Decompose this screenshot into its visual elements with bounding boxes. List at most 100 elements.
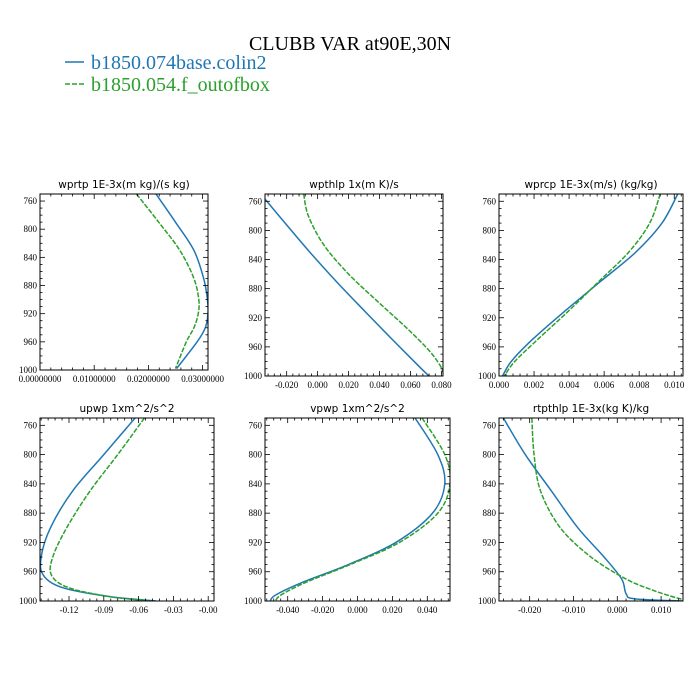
x-tick-label: 0.004: [559, 380, 580, 390]
panel-2: wprcp 1E-3x(m/s) (kg/kg) 760 800 840 880 920 9…: [478, 179, 685, 390]
y-tick-label: 960: [249, 342, 263, 352]
x-tick-label: -0.00: [199, 605, 218, 615]
axis-frame: [39, 193, 209, 371]
panel-title: upwp 1xm^2/s^2: [80, 403, 175, 415]
legend-label-base: b1850.074base.colin2: [91, 52, 267, 74]
y-tick-label: 800: [24, 224, 38, 234]
x-tick-label: 0.080: [431, 380, 452, 390]
panel-3: upwp 1xm^2/s^2 760 800 840 880 920 960 1000 -0.1…: [19, 403, 218, 615]
series-line-base: [269, 418, 446, 601]
series-line-outofbox: [135, 194, 200, 369]
y-tick-label: 840: [24, 252, 38, 262]
x-tick-label: 0.002: [524, 380, 544, 390]
y-tick-label: 800: [483, 225, 497, 235]
y-tick-label: 1000: [19, 365, 38, 375]
series-line-base: [501, 194, 679, 376]
panel-title: wpthlp 1x(m K)/s: [309, 179, 399, 191]
x-tick-label: 0.010: [664, 380, 685, 390]
y-tick-label: 920: [24, 537, 38, 547]
x-tick-label: 0.000: [607, 605, 628, 615]
y-tick-label: 960: [249, 567, 263, 577]
y-tick-label: 760: [483, 196, 497, 206]
y-tick-label: 1000: [244, 371, 263, 381]
x-tick-label: 0.010: [651, 605, 672, 615]
x-tick-label: -0.010: [562, 605, 586, 615]
x-tick-label: 0.020: [382, 605, 403, 615]
figure-title: CLUBB VAR at90E,30N: [249, 33, 451, 55]
panel-1: wpthlp 1x(m K)/s 760 800 840 880 920 960 1000 -0…: [244, 179, 452, 390]
y-tick-label: 920: [483, 537, 497, 547]
y-tick-label: 920: [483, 313, 497, 323]
x-tick-label: -0.06: [129, 605, 148, 615]
y-tick-label: 760: [249, 196, 263, 206]
panel-4: vpwp 1xm^2/s^2 760 800 840 880 920 960 1000 -0.0…: [244, 403, 451, 615]
y-tick-label: 800: [249, 225, 263, 235]
x-tick-label: 0.040: [369, 380, 390, 390]
x-tick-label: 0.01000000: [73, 374, 116, 384]
y-tick-label: 1000: [19, 596, 38, 606]
series-line-base: [40, 418, 157, 601]
x-tick-label: 0.000: [308, 380, 329, 390]
y-tick-label: 760: [24, 196, 38, 206]
series-line-outofbox: [49, 418, 151, 601]
y-tick-label: 960: [483, 342, 497, 352]
y-tick-label: 960: [24, 567, 38, 577]
x-tick-label: 0.008: [629, 380, 650, 390]
x-tick-label: -0.03: [164, 605, 183, 615]
legend: b1850.074base.colin2 b1850.054.f_outofbo…: [65, 52, 270, 96]
axis-frame: [498, 193, 684, 377]
axis-frame: [39, 417, 215, 602]
y-tick-label: 1000: [244, 596, 263, 606]
y-tick-label: 960: [24, 337, 38, 347]
x-tick-label: -0.020: [311, 605, 335, 615]
x-tick-label: 0.060: [400, 380, 421, 390]
axis-frame: [498, 417, 684, 602]
series-line-base: [502, 418, 683, 601]
x-tick-label: -0.09: [94, 605, 113, 615]
y-tick-label: 880: [249, 284, 263, 294]
x-tick-label: 0.02000000: [127, 374, 170, 384]
panel-title: vpwp 1xm^2/s^2: [310, 403, 405, 415]
y-tick-label: 920: [249, 313, 263, 323]
y-tick-label: 840: [483, 479, 497, 489]
x-tick-label: -0.040: [276, 605, 300, 615]
series-line-base: [155, 194, 208, 370]
y-tick-label: 880: [249, 508, 263, 518]
panel-title: wprcp 1E-3x(m/s) (kg/kg): [524, 179, 657, 191]
panels: wprtp 1E-3x(m kg)/(s kg) 760 800 840 880 920 9…: [19, 179, 685, 615]
series-line-base: [265, 198, 430, 376]
series-line-outofbox: [302, 194, 443, 373]
y-tick-label: 880: [24, 508, 38, 518]
panel-title: wprtp 1E-3x(m kg)/(s kg): [58, 179, 189, 191]
y-tick-label: 760: [483, 420, 497, 430]
panel-title: rtpthlp 1E-3x(kg K)/kg: [533, 403, 649, 415]
y-tick-label: 760: [249, 420, 263, 430]
x-tick-label: 0.000: [347, 605, 368, 615]
x-tick-label: 0.040: [417, 605, 438, 615]
panel-5: rtpthlp 1E-3x(kg K)/kg 760 800 840 880 920 960…: [478, 403, 684, 615]
y-tick-label: 920: [249, 537, 263, 547]
y-tick-label: 840: [24, 479, 38, 489]
y-tick-label: 1000: [478, 596, 497, 606]
y-tick-label: 840: [249, 255, 263, 265]
y-tick-label: 920: [24, 309, 38, 319]
y-tick-label: 800: [249, 450, 263, 460]
y-tick-label: 1000: [478, 371, 497, 381]
y-tick-label: 800: [24, 450, 38, 460]
x-tick-label: 0.020: [338, 380, 359, 390]
series-line-outofbox: [274, 418, 450, 601]
x-tick-label: 0.006: [594, 380, 615, 390]
x-tick-label: -0.020: [275, 380, 299, 390]
series-line-outofbox: [503, 194, 661, 376]
axis-frame: [264, 193, 444, 377]
y-tick-label: 800: [483, 450, 497, 460]
x-tick-label: 0.000: [489, 380, 510, 390]
y-tick-label: 880: [483, 284, 497, 294]
axis-frame: [264, 417, 451, 602]
x-tick-label: 0.00000000: [19, 374, 62, 384]
x-tick-label: 0.03000000: [181, 374, 224, 384]
y-tick-label: 880: [24, 281, 38, 291]
series-line-outofbox: [531, 418, 683, 601]
y-tick-label: 960: [483, 567, 497, 577]
